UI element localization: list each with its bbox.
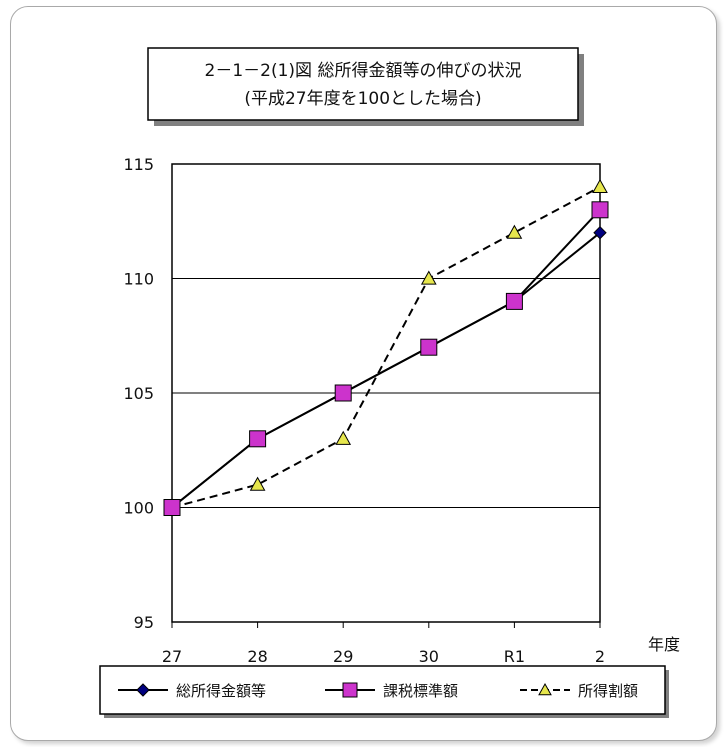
x-axis-ticks: 27 28 29 30 R1 2 bbox=[162, 622, 605, 666]
x-tick-label: 2 bbox=[595, 647, 605, 666]
legend-item-1: 総所得金額等 bbox=[118, 682, 266, 700]
x-tick-label: R1 bbox=[504, 647, 525, 666]
x-tick-label: 30 bbox=[419, 647, 439, 666]
data-point-square bbox=[420, 338, 438, 356]
data-point-square bbox=[249, 430, 267, 448]
data-point-triangle bbox=[506, 224, 523, 239]
x-tick-label: 28 bbox=[247, 647, 267, 666]
y-axis-ticks: 95 100 105 110 115 bbox=[123, 155, 154, 632]
data-point-triangle bbox=[335, 430, 352, 445]
legend-label: 課税標準額 bbox=[383, 682, 458, 700]
data-point-triangle bbox=[538, 682, 552, 696]
data-point-triangle bbox=[592, 178, 608, 193]
legend-label: 総所得金額等 bbox=[176, 682, 266, 700]
chart-subtitle: (平成27年度を100とした場合) bbox=[244, 89, 481, 109]
data-point-triangle bbox=[420, 270, 437, 285]
title-box bbox=[147, 47, 579, 121]
gridlines bbox=[172, 278, 600, 508]
legend-label: 所得割額 bbox=[578, 682, 638, 700]
legend-item-3: 所得割額 bbox=[520, 682, 638, 700]
data-point-diamond bbox=[593, 225, 607, 240]
data-point-square bbox=[505, 292, 523, 310]
y-tick-label: 100 bbox=[123, 499, 154, 518]
data-point-triangle bbox=[249, 476, 266, 491]
data-point-square bbox=[342, 682, 358, 698]
chart-title: 2－1－2(1)図 総所得金額等の伸びの状況 bbox=[205, 61, 522, 81]
legend bbox=[99, 665, 666, 715]
y-tick-label: 115 bbox=[123, 155, 154, 174]
series-3 bbox=[171, 186, 601, 509]
y-tick-label: 105 bbox=[123, 384, 154, 403]
series-2 bbox=[171, 209, 601, 509]
x-tick-label: 29 bbox=[333, 647, 353, 666]
y-tick-label: 95 bbox=[134, 613, 154, 632]
legend-items: 総所得金額等 課税標準額 所得割額 bbox=[118, 682, 638, 700]
x-tick-label: 27 bbox=[162, 647, 182, 666]
x-axis-label: 年度 bbox=[648, 635, 680, 654]
data-point-diamond bbox=[136, 683, 150, 697]
data-point-square bbox=[163, 499, 181, 516]
data-point-square bbox=[591, 201, 609, 219]
series-line bbox=[171, 186, 601, 509]
y-tick-label: 110 bbox=[123, 270, 154, 289]
data-point-square bbox=[334, 384, 352, 402]
series-line bbox=[171, 209, 601, 509]
series-group bbox=[163, 178, 609, 516]
legend-item-2: 課税標準額 bbox=[325, 682, 458, 700]
